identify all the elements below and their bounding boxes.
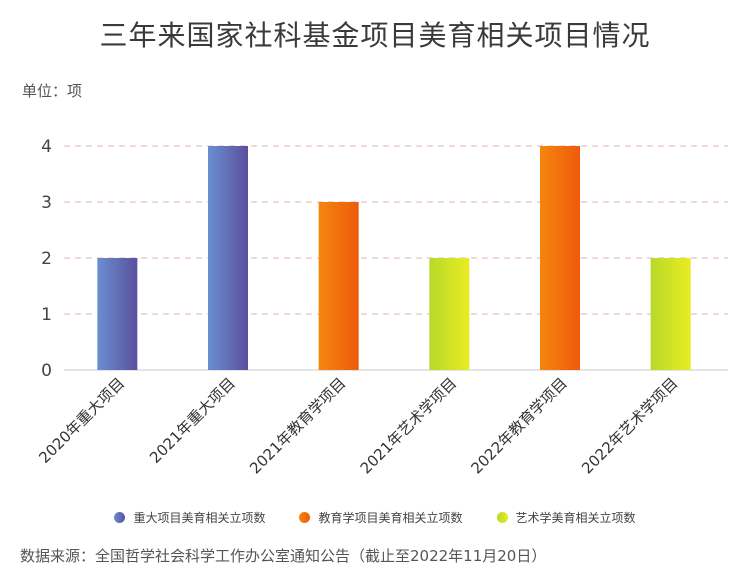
legend-marker-major	[114, 512, 126, 523]
bar	[208, 146, 248, 370]
unit-label: 单位：项	[22, 82, 83, 100]
legend-label-major: 重大项目美育相关立项数	[133, 511, 266, 525]
bar	[429, 258, 470, 370]
legend-item-art: 艺术学美育相关立项数	[496, 509, 636, 526]
x-tick-label: 2021年重大项目	[146, 374, 239, 467]
legend-label-art: 艺术学美育相关立项数	[515, 511, 636, 525]
x-tick-label: 2020年重大项目	[35, 374, 128, 467]
bar	[318, 202, 359, 370]
chart-title: 三年来国家社科基金项目美育相关项目情况	[99, 19, 651, 52]
x-tick-label: 2021年艺术学项目	[357, 374, 460, 477]
data-source-note: 数据来源：全国哲学社会科学工作办公室通知公告（截止至2022年11月20日）	[20, 547, 547, 565]
y-tick-label: 1	[41, 305, 52, 325]
bar	[97, 258, 138, 370]
x-tick-label: 2022年教育学项目	[467, 374, 570, 477]
x-tick-label: 2022年艺术学项目	[578, 374, 681, 477]
x-tick-label: 2021年教育学项目	[246, 374, 349, 477]
legend-item-major: 重大项目美育相关立项数	[114, 509, 265, 526]
bar	[650, 258, 691, 370]
y-tick-label: 0	[41, 361, 52, 381]
legend: 重大项目美育相关立项数 教育学项目美育相关立项数 艺术学美育相关立项数	[0, 509, 750, 526]
y-tick-label: 2	[41, 249, 52, 269]
bar	[540, 146, 580, 370]
y-tick-label: 3	[41, 193, 52, 213]
legend-marker-art	[496, 512, 508, 523]
legend-item-education: 教育学项目美育相关立项数	[299, 509, 463, 526]
legend-marker-education	[299, 512, 311, 523]
y-tick-label: 4	[41, 137, 52, 157]
bar-chart: 0 1 2 3 4 2020年重大项目 2021年重大项目 2021年教育学项目 2021年艺术…	[35, 137, 728, 477]
legend-label-education: 教育学项目美育相关立项数	[318, 511, 463, 525]
